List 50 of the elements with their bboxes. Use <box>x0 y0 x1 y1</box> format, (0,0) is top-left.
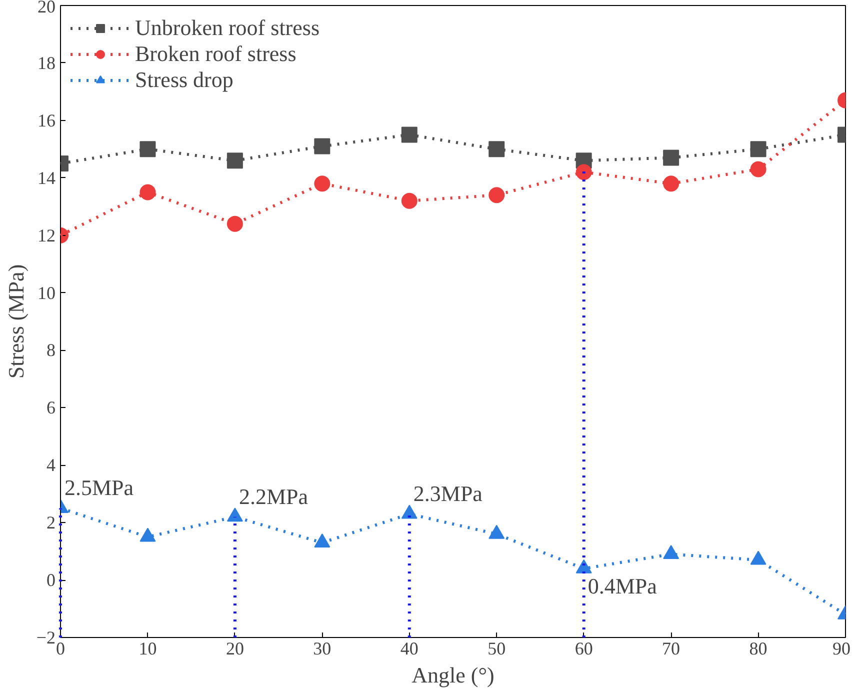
legend-label: Broken roof stress <box>135 41 296 67</box>
y-axis-title: Stress (MPa) <box>3 264 28 379</box>
x-tick-label: 70 <box>662 638 680 658</box>
x-axis-title: Angle (°) <box>412 662 494 688</box>
point <box>140 141 156 158</box>
legend-label: Stress drop <box>135 67 234 93</box>
y-tick-label: 12 <box>38 225 56 246</box>
point <box>140 184 156 200</box>
y-tick-label: 16 <box>38 110 56 130</box>
point <box>750 550 766 565</box>
y-tick-label: 18 <box>38 52 56 73</box>
x-tick-label: 30 <box>313 638 332 658</box>
x-tick-label: 90 <box>832 638 850 658</box>
point <box>488 187 505 204</box>
point <box>314 176 330 192</box>
y-tick-label: 20 <box>38 0 56 16</box>
point <box>576 164 592 180</box>
point <box>401 192 418 209</box>
annotation: 2.5MPa <box>64 475 134 500</box>
point <box>140 528 156 542</box>
x-tick-label: 60 <box>574 638 593 658</box>
y-tick-label: 0 <box>46 570 56 590</box>
x-tick-label: 50 <box>488 638 506 658</box>
x-tick-label: 20 <box>226 638 244 658</box>
y-tick-label: 6 <box>46 398 56 418</box>
y-tick-label: 2 <box>46 512 56 533</box>
annotation: 2.2MPa <box>238 484 308 509</box>
annotation: 0.4MPa <box>588 574 658 599</box>
point <box>663 150 680 166</box>
x-tick-label: 10 <box>138 638 157 658</box>
point <box>226 152 243 169</box>
point <box>750 161 766 178</box>
x-tick-label: 40 <box>400 638 418 658</box>
point <box>314 534 330 548</box>
legend-label: Unbroken roof stress <box>135 15 320 41</box>
y-tick-label: 8 <box>46 340 56 360</box>
point <box>663 176 680 192</box>
y-tick-label: 10 <box>38 282 56 303</box>
point <box>226 216 243 232</box>
y-tick-label: 14 <box>38 168 56 188</box>
point <box>314 138 330 154</box>
point <box>750 141 766 158</box>
point <box>663 545 680 560</box>
y-tick-label: 4 <box>46 455 56 476</box>
point <box>488 524 505 539</box>
point <box>488 141 505 158</box>
y-tick-label: −2 <box>36 628 56 648</box>
point <box>401 126 418 143</box>
x-tick-label: 80 <box>749 638 768 658</box>
annotation: 2.3MPa <box>413 480 483 506</box>
